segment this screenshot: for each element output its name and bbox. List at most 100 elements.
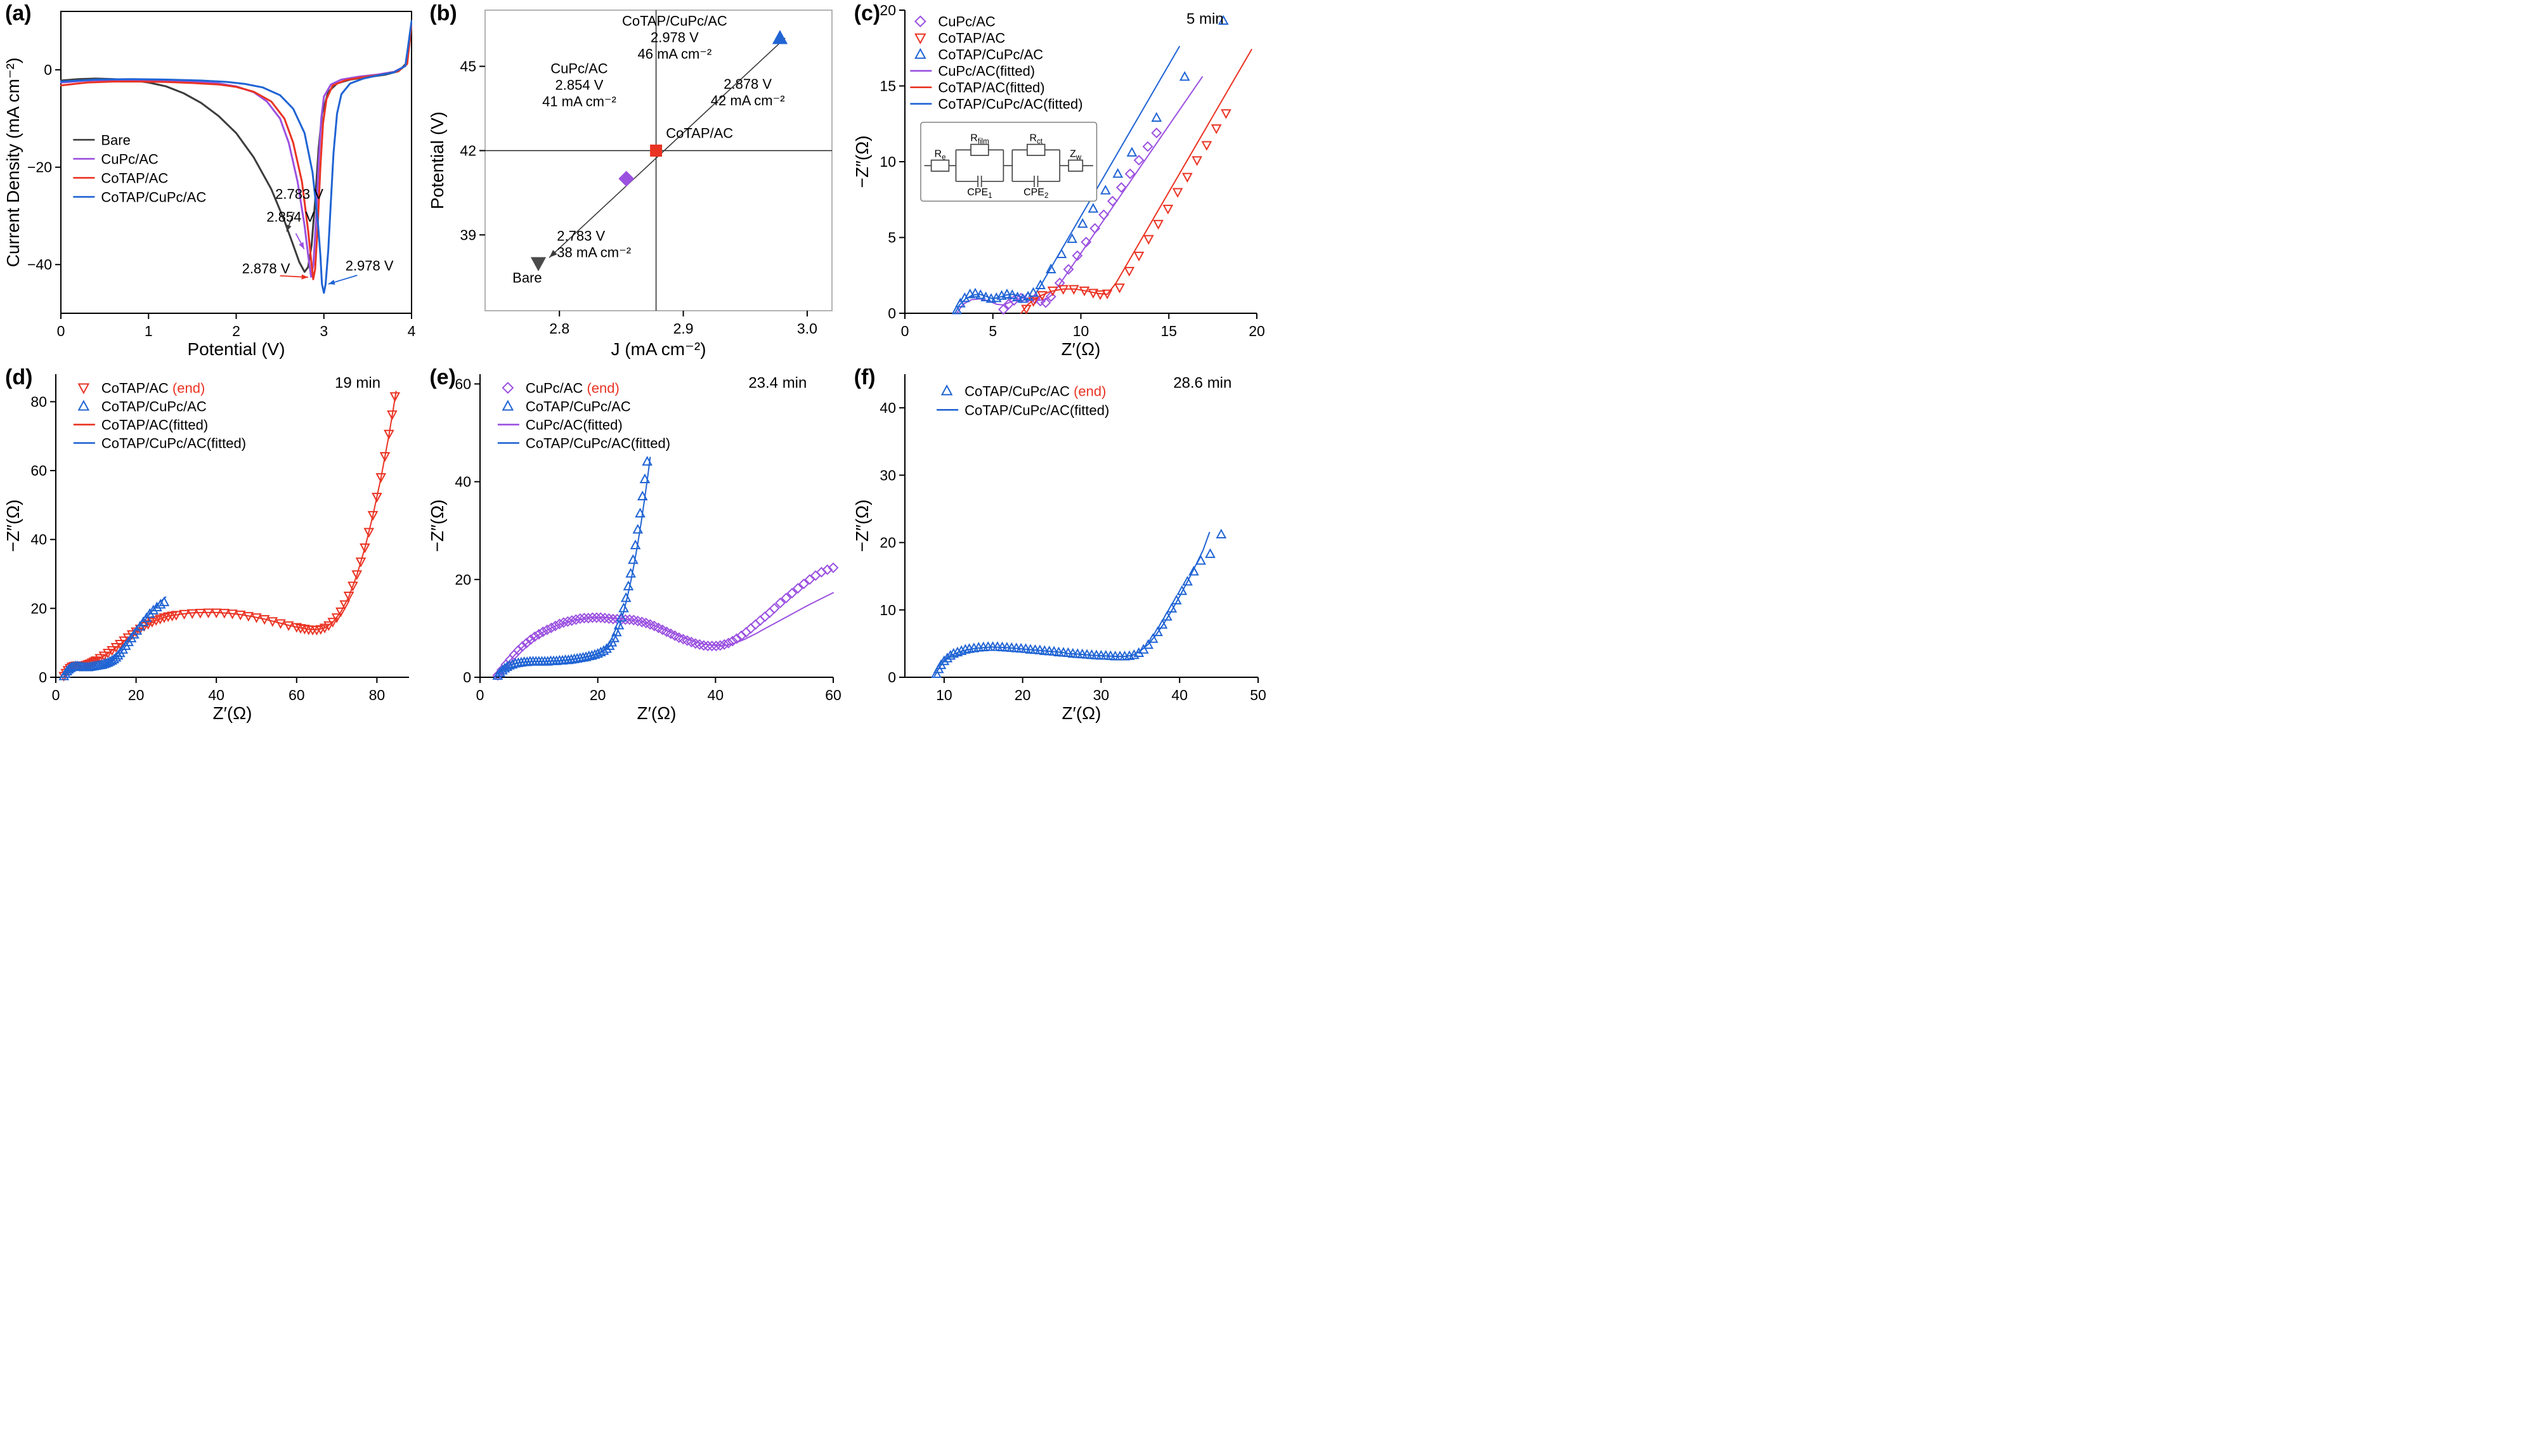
svg-text:42: 42 (460, 142, 477, 159)
svg-text:Potential (V): Potential (V) (427, 112, 447, 209)
chart-svg-b: 2.8 2.9 3.0 39 42 45 J (mA cm⁻²) Potential (V) C… (427, 10, 833, 359)
svg-text:CoTAP/CuPc/AC(fitted): CoTAP/CuPc/AC(fitted) (101, 436, 246, 452)
svg-text:CoTAP/CuPc/AC2.978 V46 mA cm⁻²: CoTAP/CuPc/AC 2.978 V 46 mA cm⁻² (622, 13, 727, 62)
svg-text:CoTAP/CuPc/AC(fitted): CoTAP/CuPc/AC(fitted) (938, 96, 1082, 112)
panel-a: (a) 0 1 2 3 4 0 −20 −40 Potential (V) Current Den… (0, 0, 424, 364)
svg-text:CoTAP/AC: CoTAP/AC (938, 30, 1005, 46)
svg-text:10: 10 (1072, 323, 1089, 339)
svg-text:40: 40 (1171, 687, 1188, 703)
svg-text:−40: −40 (27, 256, 52, 273)
panel-label-c: (c) (854, 1, 881, 25)
chart-svg-a: 0 1 2 3 4 0 −20 −40 Potential (V) Current Density… (3, 11, 416, 359)
svg-text:0: 0 (464, 669, 472, 686)
panel-c: (c) 0 5 10 15 20 0 5 10 15 20 Z′(Ω) −Z″(Ω) CuPc/AC Co… (849, 0, 1273, 364)
panel-label-e: (e) (429, 365, 456, 389)
svg-text:20: 20 (128, 687, 145, 703)
svg-text:0: 0 (44, 62, 52, 78)
svg-text:CoTAP/AC: CoTAP/AC (666, 126, 734, 141)
svg-text:3: 3 (320, 323, 328, 339)
svg-text:20: 20 (590, 687, 606, 703)
svg-text:3.0: 3.0 (797, 320, 817, 337)
svg-text:20: 20 (455, 571, 472, 588)
svg-text:CoTAP/AC(fitted): CoTAP/AC(fitted) (938, 80, 1044, 96)
svg-text:2.878 V42 mA cm⁻²: 2.878 V 42 mA cm⁻² (711, 76, 785, 108)
svg-text:CoTAP/CuPc/AC: CoTAP/CuPc/AC (526, 399, 631, 415)
svg-text:2.783 V38 mA cm⁻²: 2.783 V 38 mA cm⁻² (557, 228, 632, 260)
svg-text:0: 0 (39, 669, 47, 686)
svg-text:Rct: Rct (1029, 133, 1042, 146)
svg-text:60: 60 (289, 687, 305, 703)
svg-text:40: 40 (455, 474, 472, 490)
svg-text:40: 40 (208, 687, 224, 703)
svg-text:30: 30 (1093, 687, 1109, 703)
cv-curves-chart: 0 1 2 3 4 0 −20 −40 Potential (V) Current Density… (0, 0, 424, 364)
svg-text:2: 2 (232, 323, 240, 339)
svg-text:2.783 V: 2.783 V (275, 186, 323, 202)
svg-text:Z′(Ω): Z′(Ω) (1061, 339, 1100, 359)
svg-text:CoTAP/CuPc/AC: CoTAP/CuPc/AC (101, 189, 206, 205)
svg-text:CoTAP/CuPc/AC (end): CoTAP/CuPc/AC (end) (964, 383, 1106, 399)
svg-text:CPE1: CPE1 (967, 187, 992, 200)
svg-text:28.6 min: 28.6 min (1173, 375, 1231, 392)
nyquist-28min-chart: 10 20 30 40 50 0 10 20 30 40 Z′(Ω) −Z″(Ω) CoTAP/CuPc… (849, 364, 1273, 728)
svg-text:20: 20 (1249, 323, 1265, 339)
svg-text:4: 4 (408, 323, 416, 339)
svg-text:30: 30 (880, 467, 896, 483)
svg-text:1: 1 (145, 323, 153, 339)
svg-text:0: 0 (888, 669, 896, 686)
panel-e: (e) 0 20 40 60 0 20 40 60 Z′(Ω) −Z″(Ω) CuPc/AC (en… (424, 364, 848, 728)
svg-text:CuPc/AC(fitted): CuPc/AC(fitted) (938, 63, 1035, 79)
svg-text:40: 40 (880, 400, 896, 416)
svg-text:Zw: Zw (1070, 149, 1082, 162)
chart-svg-c: 0 5 10 15 2005101520Z′(Ω)−Z″(Ω)CuPc/ACCoTAP/… (852, 2, 1265, 359)
svg-text:0: 0 (52, 687, 60, 703)
svg-text:10: 10 (880, 602, 896, 618)
svg-text:39: 39 (460, 226, 477, 243)
chart-svg-d: 0 20 40 60 80 0 20 40 60 80 Z′(Ω) −Z″(Ω) CoTAP/AC (e… (3, 374, 409, 723)
panel-d: (d) 0 20 40 60 80 0 20 40 60 80 Z′(Ω) −Z″(Ω) CoTAP/A… (0, 364, 424, 728)
svg-text:20: 20 (1015, 687, 1031, 703)
panel-label-a: (a) (5, 1, 32, 25)
svg-text:60: 60 (455, 375, 472, 392)
potential-vs-current-scatter-chart: 2.8 2.9 3.0 39 42 45 J (mA cm⁻²) Potential (V) C… (424, 0, 848, 364)
svg-text:CuPc/AC: CuPc/AC (938, 14, 996, 30)
svg-text:2.8: 2.8 (550, 320, 570, 337)
svg-text:J (mA cm⁻²): J (mA cm⁻²) (611, 339, 706, 359)
svg-text:Current Density (mA cm⁻²): Current Density (mA cm⁻²) (3, 58, 23, 268)
svg-text:0: 0 (888, 305, 896, 322)
svg-text:2.9: 2.9 (673, 320, 694, 337)
panel-label-b: (b) (429, 1, 457, 25)
svg-text:Bare: Bare (101, 132, 130, 148)
svg-text:60: 60 (826, 687, 842, 703)
svg-text:Re: Re (934, 149, 945, 162)
svg-text:CPE2: CPE2 (1023, 187, 1048, 200)
svg-text:Z′(Ω): Z′(Ω) (1062, 703, 1101, 723)
svg-text:−Z″(Ω): −Z″(Ω) (3, 500, 23, 552)
svg-text:CoTAP/AC: CoTAP/AC (101, 170, 168, 186)
electrochemistry-figure: (a) 0 1 2 3 4 0 −20 −40 Potential (V) Current Den… (0, 0, 1273, 728)
svg-text:−Z″(Ω): −Z″(Ω) (852, 136, 872, 188)
svg-text:5 min: 5 min (1186, 11, 1224, 28)
svg-text:0: 0 (900, 323, 909, 339)
svg-text:23.4 min: 23.4 min (749, 375, 807, 392)
panel-label-d: (d) (5, 365, 33, 389)
svg-text:CoTAP/CuPc/AC: CoTAP/CuPc/AC (101, 399, 207, 415)
svg-text:CoTAP/CuPc/AC(fitted): CoTAP/CuPc/AC(fitted) (964, 402, 1109, 418)
svg-text:20: 20 (880, 2, 896, 18)
svg-text:5: 5 (888, 230, 896, 246)
svg-text:CoTAP/AC (end): CoTAP/AC (end) (101, 380, 205, 396)
svg-text:5: 5 (989, 323, 997, 339)
panel-label-f: (f) (854, 365, 876, 389)
svg-text:CuPc/AC(fitted): CuPc/AC(fitted) (526, 417, 623, 433)
svg-text:80: 80 (369, 687, 386, 703)
svg-text:19 min: 19 min (335, 375, 380, 392)
svg-text:50: 50 (1250, 687, 1266, 703)
svg-text:15: 15 (880, 78, 896, 94)
svg-text:45: 45 (460, 58, 477, 75)
chart-svg-e: 0 20 40 60 0 20 40 60 Z′(Ω) −Z″(Ω) CuPc/AC (end) Co… (427, 374, 842, 723)
svg-text:40: 40 (30, 531, 47, 548)
svg-text:−Z″(Ω): −Z″(Ω) (427, 500, 447, 552)
svg-text:2.978 V: 2.978 V (346, 257, 394, 273)
svg-text:Potential (V): Potential (V) (187, 339, 285, 359)
svg-text:2.878 V: 2.878 V (242, 261, 290, 276)
